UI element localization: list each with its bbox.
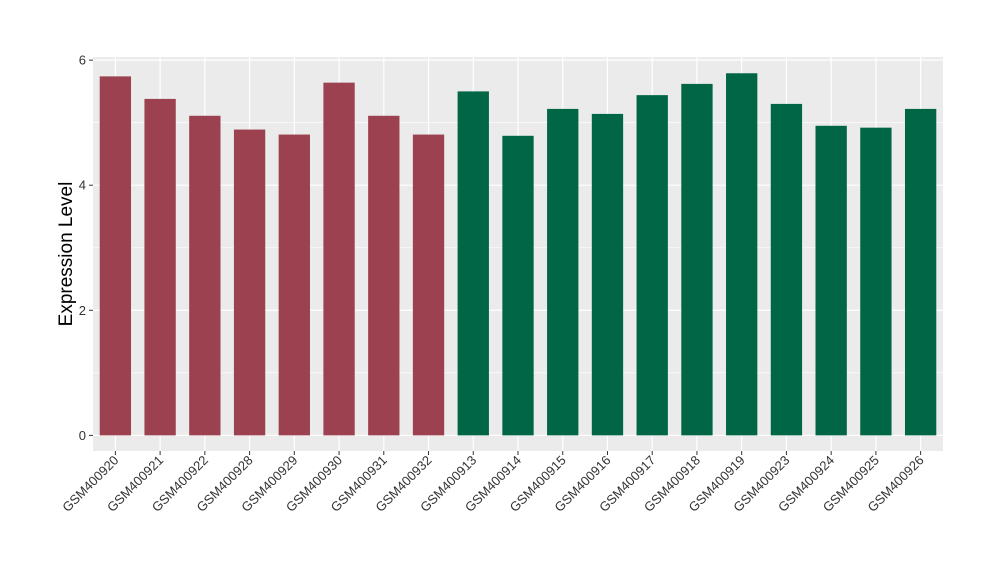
bar-GSM400928	[233, 129, 266, 436]
bar-GSM400917	[636, 95, 668, 436]
bar-GSM400922	[189, 115, 221, 436]
bar-GSM400914	[502, 135, 534, 436]
bar-GSM400924	[815, 125, 847, 436]
bar-GSM400921	[144, 98, 176, 436]
y-axis-title: Expression Level	[56, 182, 77, 327]
y-tick-label: 2	[79, 303, 86, 318]
bar-GSM400930	[323, 82, 355, 436]
bar-GSM400916	[591, 113, 624, 436]
bars	[99, 73, 937, 436]
bar-GSM400919	[726, 73, 758, 436]
bar-GSM400913	[457, 91, 489, 436]
bar-GSM400926	[904, 108, 937, 436]
bar-GSM400932	[412, 134, 445, 436]
bar-GSM400920	[99, 76, 132, 436]
bar-GSM400923	[770, 103, 803, 436]
x-axis: GSM400920GSM400921GSM400922GSM400928GSM4…	[59, 451, 927, 515]
y-tick-label: 0	[79, 428, 86, 443]
bar-GSM400925	[860, 127, 892, 436]
y-tick-label: 4	[79, 178, 86, 193]
bar-GSM400931	[368, 115, 400, 436]
bar-GSM400915	[547, 108, 579, 436]
y-tick-label: 6	[79, 53, 86, 68]
y-axis: 0 2 4 6	[79, 53, 93, 443]
bar-GSM400929	[278, 134, 310, 436]
bar-GSM400918	[681, 83, 713, 436]
